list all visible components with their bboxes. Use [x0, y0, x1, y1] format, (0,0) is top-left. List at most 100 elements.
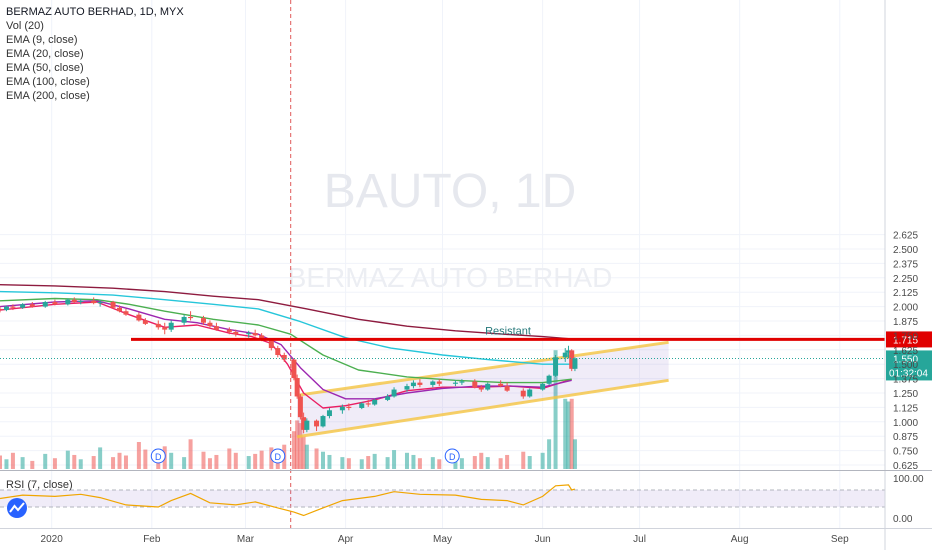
candle — [110, 300, 116, 309]
time-tick-label: Jun — [535, 534, 551, 545]
candle-body — [207, 322, 213, 327]
candle-body — [252, 333, 258, 336]
volume-bar — [304, 444, 309, 469]
volume-bar — [411, 454, 416, 469]
volume-bar — [246, 456, 251, 469]
candle-body — [246, 333, 252, 335]
candle-body — [181, 316, 187, 323]
rsi-tick-label: 100.00 — [893, 474, 924, 485]
candle — [540, 382, 546, 391]
legend-ema-50[interactable]: EMA (50, close) — [6, 62, 84, 74]
volume-bar — [143, 449, 148, 469]
candle — [155, 320, 161, 330]
volume-bar — [253, 453, 258, 469]
resistance-price-label: 1.715 — [893, 335, 918, 346]
candle-body — [0, 308, 3, 311]
candle-body — [42, 301, 48, 307]
candle-body — [259, 335, 265, 341]
candle — [410, 380, 416, 389]
resistance-price-tag — [886, 331, 932, 348]
volume-bar — [123, 455, 128, 469]
volume-bar — [366, 456, 371, 469]
rsi-pane — [0, 484, 885, 517]
candle — [275, 345, 281, 358]
legend-ema-200[interactable]: EMA (200, close) — [6, 90, 90, 102]
countdown-label: 01:32:04 — [889, 368, 928, 379]
candle-body — [404, 386, 410, 390]
volume-bar — [301, 436, 306, 469]
price-tick-label: 0.875 — [893, 432, 918, 443]
volume-bar — [472, 456, 477, 469]
time-tick-label: May — [433, 534, 452, 545]
volume-bar — [314, 448, 319, 469]
volume-bar — [72, 454, 77, 469]
candle — [97, 299, 103, 307]
candle — [52, 299, 58, 306]
volume-bar — [572, 439, 577, 469]
watermark-name: BERMAZ AUTO BERHAD — [288, 262, 613, 293]
legend-ema-100[interactable]: EMA (100, close) — [6, 76, 90, 88]
price-tick-label: 1.750 — [893, 331, 918, 342]
tradingview-logo[interactable] — [7, 498, 27, 518]
volume-bar — [78, 459, 83, 469]
volume-bar — [10, 452, 15, 469]
volume-bar — [111, 457, 116, 469]
candle — [385, 394, 391, 402]
candle — [365, 399, 371, 407]
price-tick-label: 1.000 — [893, 418, 918, 429]
candle-body — [91, 300, 97, 304]
volume-bar — [547, 439, 552, 469]
candle — [117, 305, 123, 313]
candle — [391, 387, 397, 398]
legend-ema-20[interactable]: EMA (20, close) — [6, 48, 84, 60]
candle — [297, 394, 303, 420]
candle-body — [110, 301, 116, 308]
watermark-symbol: BAUTO, 1D — [324, 165, 577, 218]
candle-body — [359, 403, 365, 408]
legend-rsi[interactable]: RSI (7, close) — [6, 479, 73, 491]
volume-bar — [553, 350, 558, 469]
resistance-label: Resistant — [485, 325, 531, 337]
candle — [520, 388, 526, 399]
legend-ema-9[interactable]: EMA (9, close) — [6, 34, 78, 46]
candle-body — [569, 350, 575, 369]
volume-bar — [340, 457, 345, 469]
candle-body — [123, 311, 129, 315]
candle-body — [417, 382, 423, 385]
price-tick-label: 1.500 — [893, 360, 918, 371]
candle-body — [117, 307, 123, 312]
candle — [504, 382, 510, 392]
volume-bar — [321, 451, 325, 469]
volume-bar — [188, 439, 193, 469]
price-tick-label: 2.625 — [893, 231, 918, 242]
candle-body — [294, 378, 300, 397]
candle-body — [291, 359, 297, 379]
candle-body — [226, 329, 232, 332]
dividend-marker: D — [444, 448, 460, 464]
candle — [168, 320, 174, 332]
candle — [498, 380, 504, 388]
candle-body — [346, 406, 352, 408]
candle — [304, 418, 310, 433]
candlesticks — [0, 297, 578, 434]
candle-body — [504, 386, 510, 391]
grid-lines — [0, 0, 885, 528]
legend-vol[interactable]: Vol (20) — [6, 20, 44, 32]
candle-body — [546, 375, 552, 384]
candle-body — [20, 304, 26, 308]
candle-body — [29, 304, 35, 307]
rsi-line — [0, 484, 576, 517]
candle-body — [200, 318, 206, 323]
volume-bar — [540, 452, 545, 469]
price-tick-label: 1.625 — [893, 346, 918, 357]
volume-bar — [459, 458, 464, 469]
candle-body — [233, 331, 239, 335]
candle — [485, 382, 491, 391]
candle — [291, 358, 297, 381]
candle — [565, 345, 571, 359]
candle — [200, 315, 206, 326]
candle-body — [142, 320, 148, 324]
logo-chart-icon — [9, 502, 25, 513]
